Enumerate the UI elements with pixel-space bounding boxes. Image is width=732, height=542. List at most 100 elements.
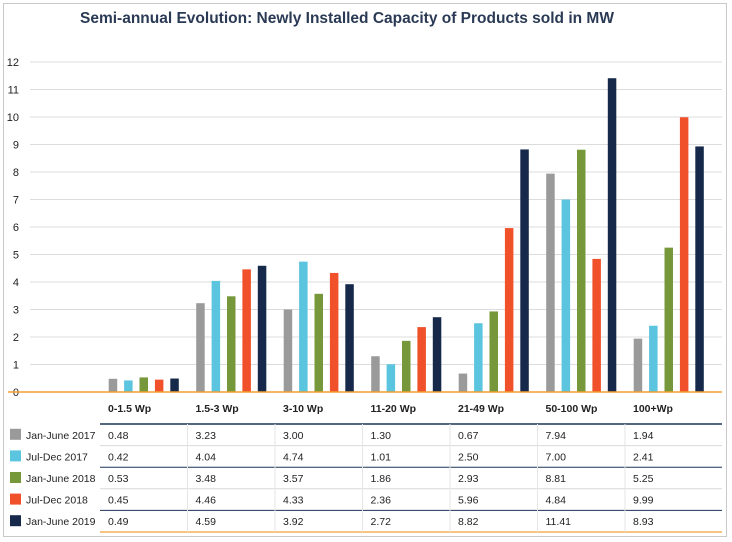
bar xyxy=(458,373,468,392)
x-tick-label: 21-49 Wp xyxy=(458,403,504,415)
table-cell: 9.99 xyxy=(633,495,654,507)
bar xyxy=(520,149,529,392)
bar xyxy=(504,228,514,392)
x-tick-label: 100+Wp xyxy=(633,403,673,415)
legend-swatch xyxy=(10,450,21,462)
legend-swatch xyxy=(10,472,21,483)
table-cell: 0.48 xyxy=(108,430,129,442)
x-tick-label: 1.5-3 Wp xyxy=(196,403,239,415)
bar xyxy=(227,296,236,392)
table-cell: 1.01 xyxy=(371,451,392,463)
bar xyxy=(170,378,179,392)
bar xyxy=(299,261,308,392)
bar xyxy=(386,364,396,392)
bar xyxy=(257,265,267,392)
table-cell: 0.45 xyxy=(108,495,129,507)
y-tick-label: 11 xyxy=(8,85,19,97)
table-cell: 3.23 xyxy=(196,430,217,442)
table-cell: 2.93 xyxy=(458,473,479,485)
bar xyxy=(432,317,442,392)
bar xyxy=(561,199,571,392)
table-cell: 1.30 xyxy=(371,430,392,442)
y-tick-label: 3 xyxy=(13,305,19,317)
table-cell: 2.50 xyxy=(458,451,479,463)
y-tick-label: 9 xyxy=(13,140,19,152)
y-tick-label: 6 xyxy=(13,222,19,234)
bar xyxy=(139,377,148,392)
table-cell: 2.41 xyxy=(633,451,654,463)
x-tick-label: 0-1.5 Wp xyxy=(108,403,151,415)
bar xyxy=(154,379,164,393)
chart-frame xyxy=(3,3,727,537)
bar xyxy=(607,78,617,392)
y-tick-label: 5 xyxy=(13,250,19,262)
bar xyxy=(211,280,221,392)
bar xyxy=(649,325,658,392)
bar xyxy=(329,272,339,392)
y-tick-label: 7 xyxy=(13,195,19,207)
bar xyxy=(679,117,689,393)
legend-swatch xyxy=(10,428,21,440)
chart-title: Semi-annual Evolution: Newly Installed C… xyxy=(80,10,614,27)
bar xyxy=(577,149,586,392)
table-cell: 5.25 xyxy=(633,473,654,485)
table-cell: 2.72 xyxy=(371,516,392,528)
table-cell: 7.00 xyxy=(546,451,567,463)
table-cell: 11.41 xyxy=(546,516,572,528)
table-cell: 3.92 xyxy=(283,516,304,528)
table-cell: 8.82 xyxy=(458,516,479,528)
bar xyxy=(108,378,118,392)
bar xyxy=(474,323,483,392)
y-tick-label: 12 xyxy=(7,57,19,69)
bar xyxy=(592,258,601,392)
bar xyxy=(314,293,323,392)
legend-label: Jan-June 2019 xyxy=(26,516,96,528)
legend-label: Jan-June 2017 xyxy=(26,430,96,442)
table-cell: 5.96 xyxy=(458,495,479,507)
bar xyxy=(371,356,380,392)
table-cell: 4.33 xyxy=(283,495,304,507)
y-tick-label: 10 xyxy=(7,112,19,124)
table-cell: 4.74 xyxy=(283,451,304,463)
bar xyxy=(124,380,133,392)
table-cell: 0.53 xyxy=(108,473,129,485)
bar xyxy=(546,173,555,392)
table-cell: 4.04 xyxy=(196,451,217,463)
x-tick-label: 50-100 Wp xyxy=(546,403,598,415)
legend-label: Jan-June 2018 xyxy=(26,473,96,485)
bar xyxy=(417,327,426,392)
y-tick-label: 1 xyxy=(13,360,19,372)
table-cell: 0.49 xyxy=(108,516,129,528)
legend-label: Jul-Dec 2017 xyxy=(26,451,88,463)
bar xyxy=(489,311,498,392)
y-tick-label: 8 xyxy=(13,167,19,179)
table-cell: 4.84 xyxy=(546,495,567,507)
bar xyxy=(402,340,411,392)
bar xyxy=(633,338,643,392)
x-tick-label: 11-20 Wp xyxy=(371,403,417,415)
table-cell: 3.57 xyxy=(283,473,304,485)
x-tick-label: 3-10 Wp xyxy=(283,403,323,415)
bar xyxy=(242,269,251,392)
y-tick-label: 2 xyxy=(13,332,19,344)
bar xyxy=(695,146,704,392)
table-cell: 3.48 xyxy=(196,473,217,485)
table-cell: 7.94 xyxy=(546,430,567,442)
table-cell: 3.00 xyxy=(283,430,304,442)
legend-swatch xyxy=(10,515,21,527)
y-tick-label: 4 xyxy=(13,277,19,289)
table-cell: 4.46 xyxy=(196,495,217,507)
bar xyxy=(196,303,205,392)
y-tick-label: 0 xyxy=(13,387,19,399)
table-cell: 1.86 xyxy=(371,473,392,485)
table-cell: 0.42 xyxy=(108,451,129,463)
bar xyxy=(664,247,673,393)
legend-swatch xyxy=(10,493,21,505)
table-cell: 0.67 xyxy=(458,430,479,442)
bar xyxy=(283,309,293,392)
table-cell: 2.36 xyxy=(371,495,392,507)
table-cell: 8.93 xyxy=(633,516,654,528)
table-cell: 4.59 xyxy=(196,516,217,528)
table-cell: 8.81 xyxy=(546,473,567,485)
